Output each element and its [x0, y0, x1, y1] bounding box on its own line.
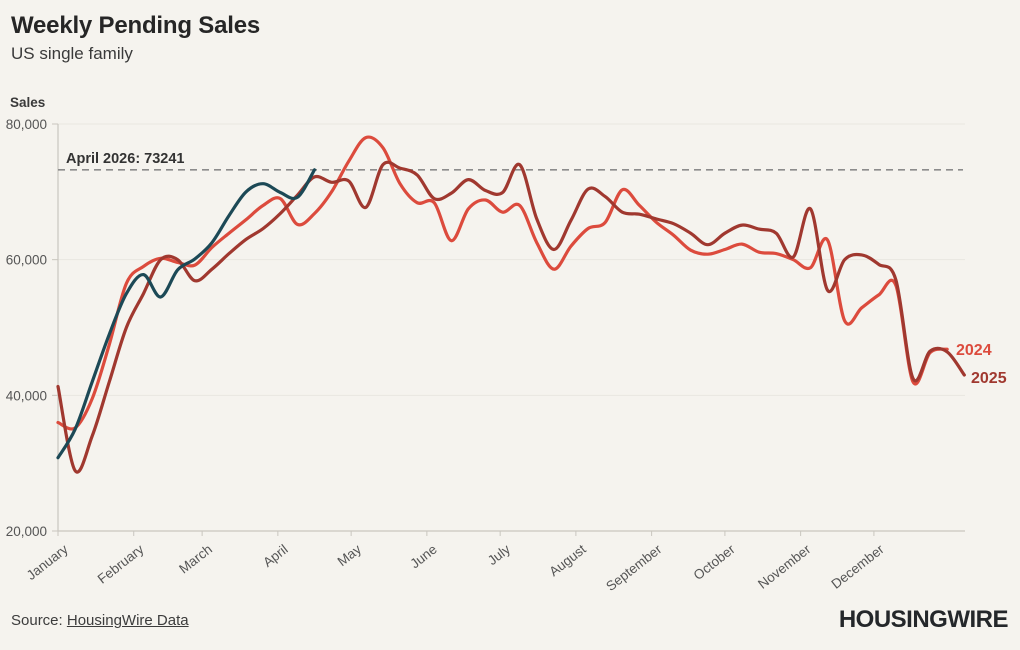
x-tick-label: August — [546, 541, 589, 579]
series-line-2025 — [56, 160, 966, 474]
source-link[interactable]: HousingWire Data — [66, 612, 189, 629]
series-line-2024 — [56, 135, 949, 431]
y-tick-label: 40,000 — [6, 388, 47, 403]
y-axis-title: Sales — [10, 95, 46, 110]
x-tick-label: June — [407, 542, 439, 572]
chart-subtitle: US single family — [11, 44, 133, 63]
y-tick-label: 80,000 — [6, 117, 47, 132]
chart-title: Weekly Pending Sales — [11, 12, 260, 39]
source-prefix: Source: — [11, 612, 67, 629]
chart-header: Weekly Pending Sales US single family — [11, 12, 260, 64]
housingwire-logo: HOUSINGWIRE — [838, 606, 1009, 633]
y-tick-label: 20,000 — [6, 524, 47, 539]
x-tick-label: November — [755, 541, 814, 591]
y-tick-label: 60,000 — [6, 253, 47, 268]
series-line-2026 — [56, 168, 317, 460]
x-tick-label: October — [691, 541, 738, 583]
series-label-2024: 2024 — [956, 342, 992, 359]
series-label-2025: 2025 — [971, 370, 1007, 387]
x-tick-label: July — [485, 541, 513, 568]
x-tick-label: May — [335, 541, 365, 569]
x-tick-label: December — [828, 541, 887, 591]
annotation-label: April 2026: 73241 — [66, 151, 185, 167]
x-tick-label: February — [95, 541, 147, 586]
source-line: Source: HousingWire Data — [11, 612, 189, 629]
x-tick-label: March — [176, 542, 215, 577]
x-tick-label: April — [260, 542, 291, 570]
x-tick-label: January — [24, 541, 71, 583]
x-tick-label: September — [603, 541, 665, 594]
